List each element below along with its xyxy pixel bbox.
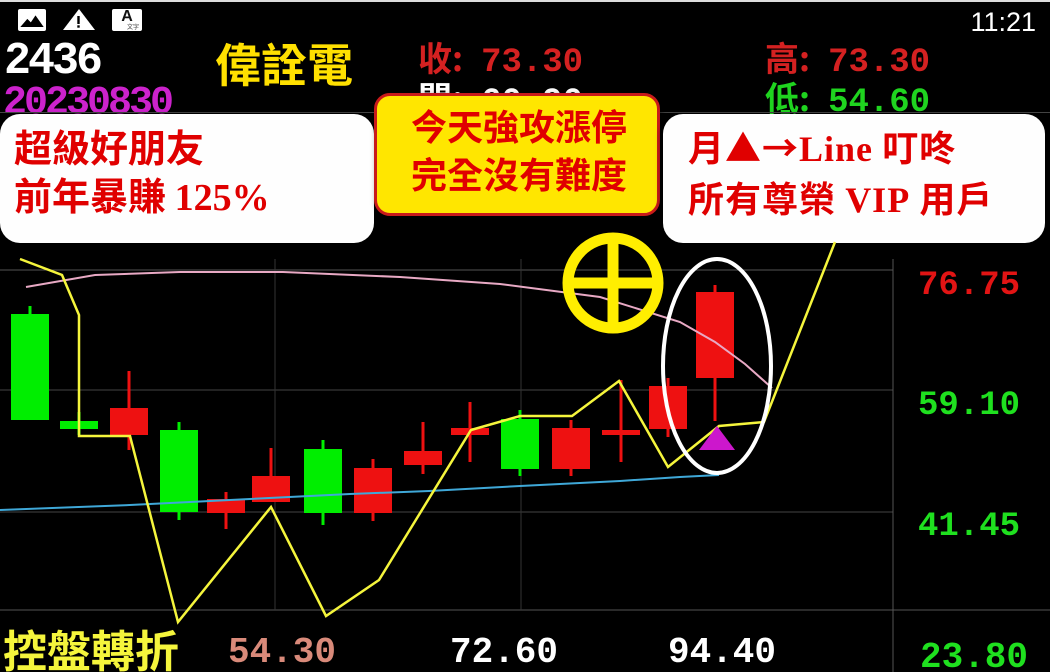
- svg-text:72.60: 72.60: [450, 632, 558, 672]
- svg-text:94.40: 94.40: [668, 632, 776, 672]
- svg-text:41.45: 41.45: [918, 508, 1020, 546]
- svg-text:控盤轉折: 控盤轉折: [3, 616, 179, 672]
- svg-text:76.75: 76.75: [918, 267, 1020, 305]
- svg-text:54.30: 54.30: [228, 632, 336, 672]
- svg-text:23.80: 23.80: [920, 637, 1028, 672]
- svg-text:59.10: 59.10: [918, 387, 1020, 425]
